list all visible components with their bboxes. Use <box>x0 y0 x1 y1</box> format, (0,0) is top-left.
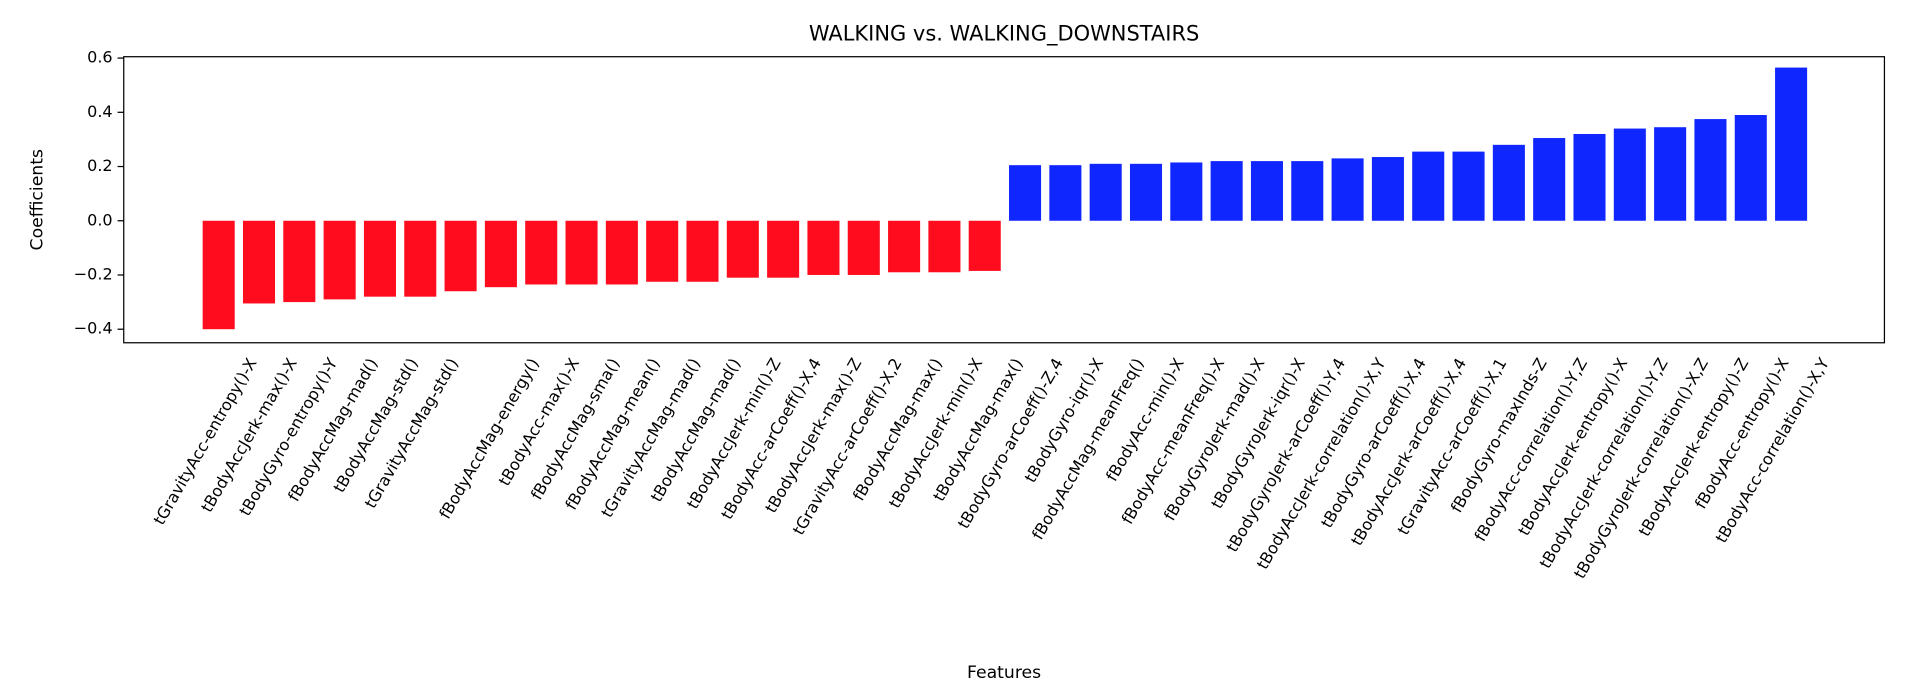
plot-frame <box>123 56 1886 344</box>
bar <box>525 220 558 285</box>
bar <box>1170 162 1203 221</box>
bar <box>646 220 679 282</box>
bar <box>1331 158 1364 221</box>
bar <box>847 220 880 275</box>
bar <box>767 220 800 278</box>
y-axis-label: Coefficients <box>27 149 47 250</box>
bar <box>484 220 517 288</box>
bar <box>1210 161 1243 221</box>
bar <box>1250 161 1283 221</box>
bar <box>1129 163 1163 221</box>
bar <box>1613 128 1646 221</box>
bar <box>1371 157 1404 221</box>
bar <box>1009 165 1042 221</box>
bar <box>283 220 316 303</box>
bar <box>1412 151 1445 221</box>
bar <box>1775 67 1808 221</box>
bar <box>1654 127 1687 221</box>
bar <box>928 220 961 273</box>
bar <box>1452 151 1485 221</box>
bar <box>1533 138 1566 221</box>
bar <box>807 220 840 275</box>
bar <box>1049 165 1082 221</box>
bar <box>888 220 921 273</box>
y-tick-label: 0.0 <box>87 210 112 229</box>
y-tick-label: 0.6 <box>87 48 112 67</box>
bar <box>1492 144 1525 221</box>
y-tick-label: −0.2 <box>74 264 113 283</box>
bar <box>242 220 276 304</box>
bar <box>1573 133 1606 221</box>
bar <box>1291 161 1324 221</box>
bar <box>686 220 719 282</box>
chart-title: WALKING vs. WALKING_DOWNSTAIRS <box>809 22 1199 47</box>
y-tick-label: 0.2 <box>87 156 112 175</box>
bar <box>565 220 598 285</box>
bar <box>202 220 235 330</box>
bar <box>404 220 437 297</box>
bar <box>968 220 1001 271</box>
bar <box>726 220 759 278</box>
bar <box>323 220 356 300</box>
y-tick-label: 0.4 <box>87 102 112 121</box>
bar <box>1734 115 1767 221</box>
bar <box>444 220 477 292</box>
x-axis-label: Features <box>967 663 1041 683</box>
bar <box>1089 163 1122 221</box>
bar <box>363 220 396 297</box>
bar <box>605 220 638 285</box>
bar <box>1694 119 1727 221</box>
y-tick-label: −0.4 <box>74 319 113 338</box>
